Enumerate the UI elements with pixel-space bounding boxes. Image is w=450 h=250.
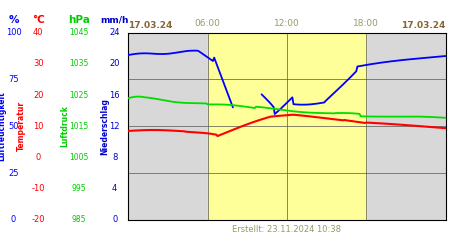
Text: 1045: 1045 (69, 28, 89, 37)
Text: 30: 30 (33, 59, 44, 68)
Text: 4: 4 (112, 184, 117, 193)
Text: 1005: 1005 (69, 153, 89, 162)
Text: Erstellt: 23.11.2024 10:38: Erstellt: 23.11.2024 10:38 (232, 225, 342, 234)
Text: 0: 0 (11, 216, 16, 224)
Text: 50: 50 (8, 122, 19, 131)
Text: -20: -20 (32, 216, 45, 224)
Text: 06:00: 06:00 (194, 18, 220, 28)
Text: 20: 20 (33, 90, 44, 100)
Text: 8: 8 (112, 153, 117, 162)
Text: Luftdruck: Luftdruck (61, 105, 70, 147)
Text: -10: -10 (32, 184, 45, 193)
Text: 1015: 1015 (69, 122, 88, 131)
Text: %: % (8, 15, 19, 25)
Text: 75: 75 (8, 75, 19, 84)
Text: 1035: 1035 (69, 59, 89, 68)
Text: 1025: 1025 (69, 90, 88, 100)
Text: °C: °C (32, 15, 45, 25)
Text: 12: 12 (109, 122, 120, 131)
Text: 985: 985 (72, 216, 86, 224)
Text: Niederschlag: Niederschlag (100, 98, 109, 155)
Text: mm/h: mm/h (100, 16, 129, 24)
Text: hPa: hPa (68, 15, 90, 25)
Text: 0: 0 (36, 153, 41, 162)
Text: Temperatur: Temperatur (17, 101, 26, 151)
Text: 24: 24 (109, 28, 120, 37)
Text: 18:00: 18:00 (353, 18, 379, 28)
Text: 100: 100 (5, 28, 22, 37)
Text: 995: 995 (72, 184, 86, 193)
Text: 17.03.24: 17.03.24 (128, 21, 173, 30)
Text: Luftfeuchtigkeit: Luftfeuchtigkeit (0, 91, 6, 161)
Text: 12:00: 12:00 (274, 18, 300, 28)
Text: 0: 0 (112, 216, 117, 224)
Bar (207, 32, 366, 220)
Text: 25: 25 (8, 168, 19, 177)
Text: 20: 20 (109, 59, 120, 68)
Text: 10: 10 (33, 122, 44, 131)
Text: 40: 40 (33, 28, 44, 37)
Text: 16: 16 (109, 90, 120, 100)
Text: 17.03.24: 17.03.24 (401, 21, 446, 30)
